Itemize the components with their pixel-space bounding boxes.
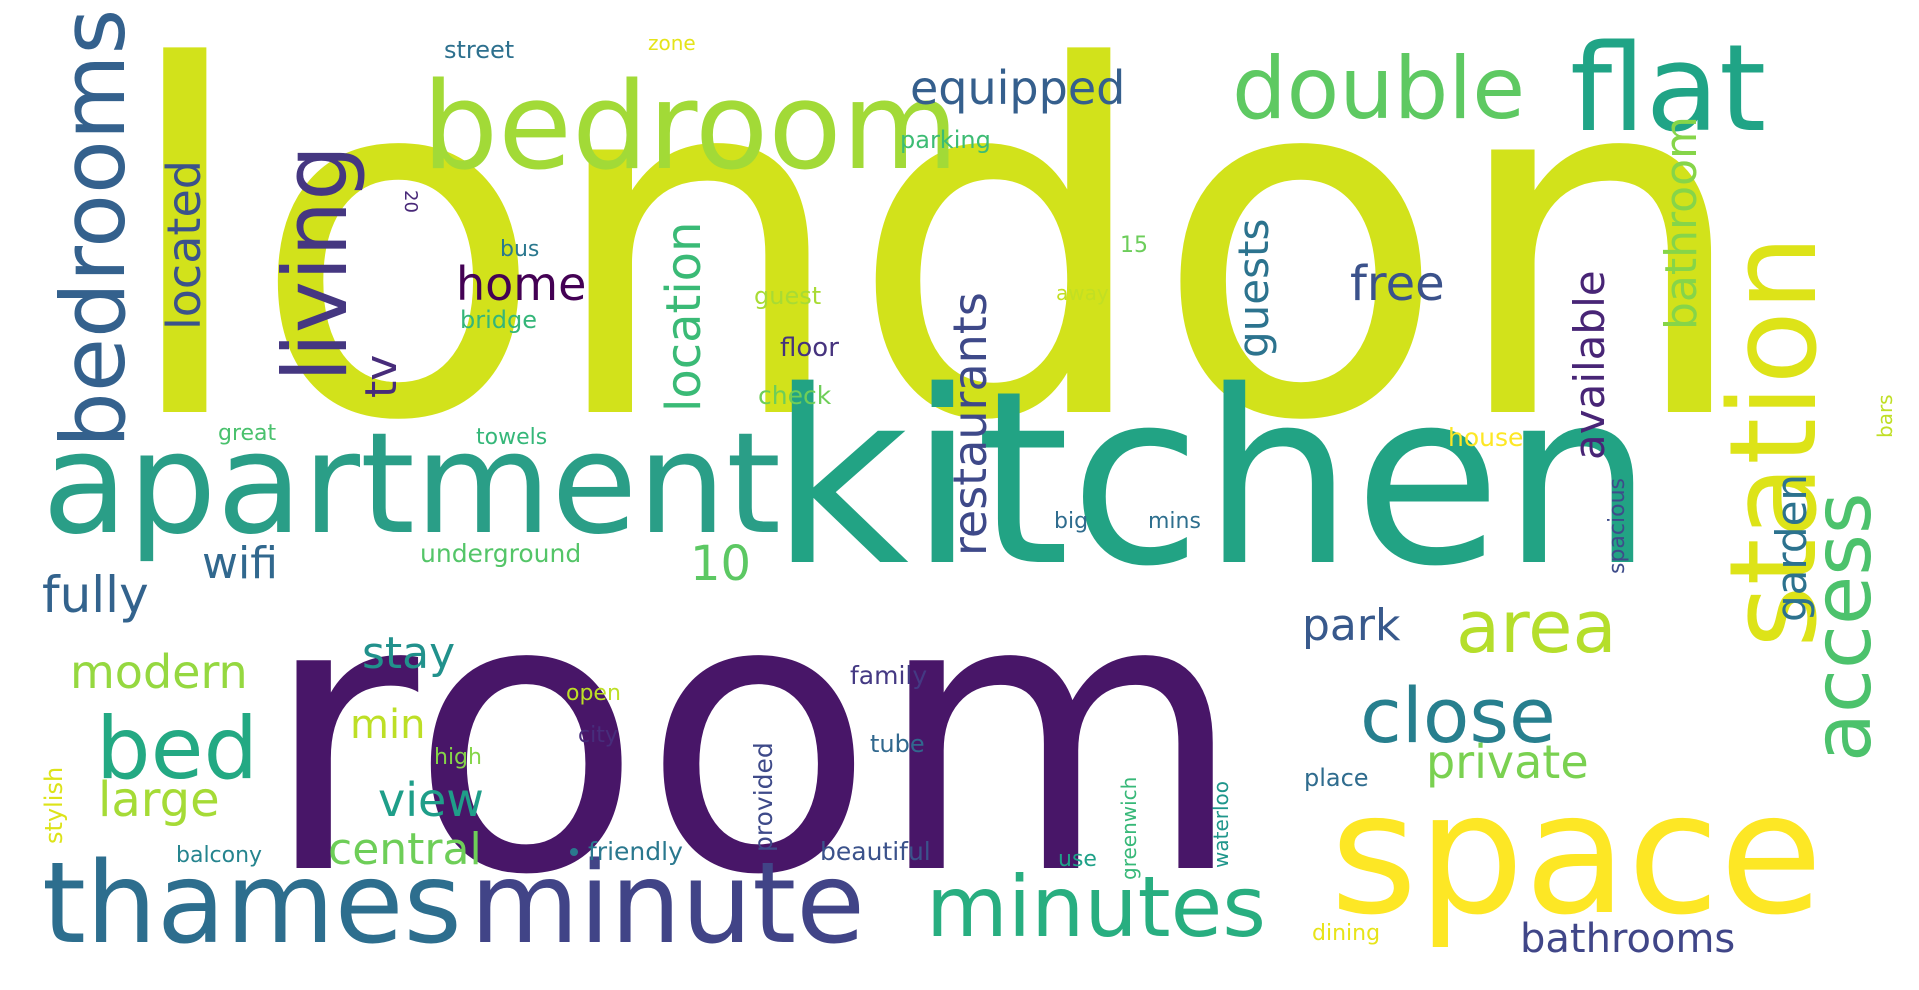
word: guest: [754, 282, 821, 310]
word: zone: [648, 31, 696, 55]
rotated-group: access: [1796, 492, 1889, 762]
rotated-group: 20: [400, 190, 421, 213]
word: stay: [362, 628, 455, 679]
word: living: [264, 145, 367, 382]
word: fully: [42, 566, 149, 624]
word: great: [218, 421, 277, 446]
word: family: [850, 661, 927, 690]
word: modern: [70, 645, 248, 699]
word: open: [566, 681, 621, 706]
word: city: [578, 723, 618, 748]
word: location: [656, 222, 712, 412]
word: flat: [1570, 20, 1766, 159]
rotated-group: garden: [1767, 474, 1816, 622]
dot-mark: [570, 848, 578, 856]
word: private: [1426, 735, 1589, 789]
word: restaurants: [943, 292, 997, 556]
word: london: [118, 0, 1752, 526]
word: place: [1304, 764, 1369, 792]
word: large: [98, 772, 220, 828]
word: kitchen: [770, 339, 1654, 619]
word: provided: [749, 742, 778, 852]
rotated-group: waterloo: [1209, 781, 1233, 868]
word: room: [262, 515, 1245, 958]
rotated-group: available: [1565, 270, 1614, 460]
rotated-group: greenwich: [1117, 777, 1141, 880]
word: tv: [356, 355, 407, 398]
word: tube: [870, 730, 925, 758]
rotated-group: living: [264, 145, 367, 382]
word: min: [350, 702, 425, 748]
word: apartment: [42, 403, 781, 566]
word: guests: [1229, 219, 1278, 358]
rotated-group: stylish: [40, 767, 68, 844]
word: beautiful: [820, 837, 931, 866]
word: big: [1054, 509, 1088, 534]
word: available: [1565, 270, 1614, 460]
word: towels: [476, 425, 547, 450]
word: free: [1350, 256, 1445, 312]
word: stylish: [40, 767, 68, 844]
word: bathroom: [1656, 116, 1707, 330]
word: bus: [500, 237, 539, 262]
word: underground: [420, 539, 581, 568]
rotated-group: tv: [356, 355, 407, 398]
word: minute: [470, 839, 865, 969]
word: close: [1360, 671, 1556, 760]
word: high: [434, 745, 482, 770]
word: use: [1058, 847, 1097, 872]
word: spacious: [1605, 478, 1630, 574]
word: waterloo: [1209, 781, 1233, 868]
word: home: [456, 257, 586, 311]
word: bed: [96, 699, 258, 799]
word: area: [1456, 585, 1617, 669]
rotated-group: station: [1705, 235, 1844, 648]
word: space: [1330, 756, 1823, 952]
word: bathrooms: [1520, 916, 1735, 962]
word: double: [1232, 39, 1525, 139]
word: central: [328, 824, 482, 875]
word: street: [444, 36, 514, 64]
word: 10: [690, 536, 751, 592]
word: away: [1056, 281, 1109, 305]
word: bridge: [460, 306, 537, 334]
word: check: [758, 381, 832, 410]
word: mins: [1148, 509, 1201, 534]
word: bars: [1873, 394, 1897, 438]
word: equipped: [910, 61, 1125, 115]
rotated-group: located: [157, 160, 211, 330]
rotated-group: provided: [749, 742, 778, 852]
rotated-group: bathroom: [1656, 116, 1707, 330]
word: thames: [42, 839, 462, 969]
word: greenwich: [1117, 777, 1141, 880]
rotated-group: location: [656, 222, 712, 412]
word: station: [1705, 235, 1844, 648]
word: dining: [1312, 921, 1380, 946]
rotated-group: guests: [1229, 219, 1278, 358]
word: 20: [400, 190, 421, 213]
rotated-group: bars: [1873, 394, 1897, 438]
rotated-group: restaurants: [943, 292, 997, 556]
word: park: [1302, 600, 1401, 651]
word: garden: [1767, 474, 1816, 622]
word: view: [378, 773, 484, 827]
word: located: [157, 160, 211, 330]
word: friendly: [588, 837, 683, 866]
word: bedrooms: [42, 9, 145, 448]
word: floor: [780, 333, 839, 363]
word: 15: [1120, 233, 1148, 258]
rotated-group: bedrooms: [42, 9, 145, 448]
word: minutes: [926, 858, 1266, 956]
rotated-group: spacious: [1605, 478, 1630, 574]
word: bedroom: [422, 58, 959, 197]
word: wifi: [202, 538, 278, 589]
word: balcony: [176, 843, 262, 868]
word: parking: [900, 126, 991, 154]
word: access: [1796, 492, 1889, 762]
word: house: [1448, 423, 1523, 452]
